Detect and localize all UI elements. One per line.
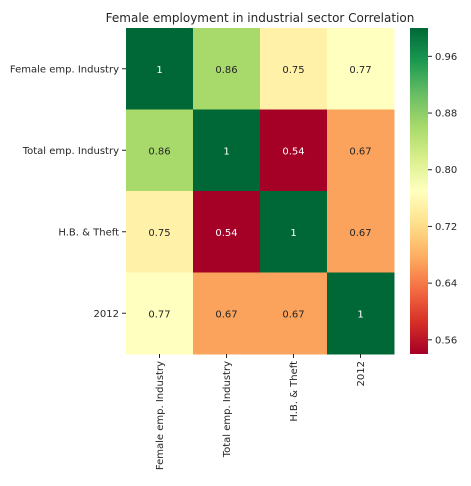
colorbar-tick-label: 0.72 (435, 222, 457, 233)
colorbar-tick-label: 0.64 (435, 279, 457, 290)
row-tick-label: Total emp. Industry (22, 146, 119, 157)
colorbar-ticks: 0.56 0.64 0.72 0.80 0.88 0.96 (428, 52, 457, 346)
cell-value-label: 0.86 (215, 65, 237, 76)
heatmap-cell (327, 28, 395, 110)
column-tick-label: Total emp. Industry (222, 361, 233, 458)
column-tick-label: Female emp. Industry (155, 361, 166, 470)
colorbar (410, 28, 428, 354)
cell-value-label: 0.67 (349, 228, 371, 239)
cell-value-label: 0.67 (215, 309, 237, 320)
cell-value-label: 0.77 (148, 309, 170, 320)
colorbar-tick-label: 0.88 (435, 109, 457, 120)
cell-value-label: 0.75 (282, 65, 304, 76)
cell-value-label: 0.54 (282, 146, 304, 157)
row-tick-labels: Female emp. Industry Total emp. Industry H… (10, 64, 126, 320)
heatmap-cell (126, 272, 194, 355)
heatmap-cell (327, 272, 395, 355)
colorbar-tick-label: 0.96 (435, 52, 457, 63)
colorbar-tick-label: 0.80 (435, 165, 457, 176)
colorbar-tick-label: 0.56 (435, 335, 457, 346)
heatmap-cell (193, 191, 261, 273)
cell-value-label: 0.67 (349, 146, 371, 157)
chart-title: Female employment in industrial sector C… (106, 11, 415, 25)
cell-value-label: 0.75 (148, 228, 170, 239)
row-tick-label: H.B. & Theft (58, 227, 119, 238)
heatmap-cell (327, 109, 395, 192)
heatmap-cell (126, 28, 194, 110)
cell-value-label: 1 (223, 146, 229, 157)
column-tick-label: 2012 (356, 361, 367, 386)
cell-value-label: 1 (156, 65, 162, 76)
cell-value-label: 1 (290, 228, 296, 239)
heatmap-cell (193, 28, 261, 110)
heatmap-cell (327, 191, 395, 273)
column-tick-labels: Female emp. Industry Total emp. Industry H… (155, 354, 367, 470)
column-tick-label: H.B. & Theft (289, 361, 300, 422)
heatmap-cell (193, 109, 261, 192)
heatmap-cell (126, 191, 194, 273)
row-tick-label: Female emp. Industry (10, 64, 119, 75)
heatmap-cell (260, 109, 328, 192)
heatmap-cell (126, 109, 194, 192)
cell-value-label: 0.77 (349, 65, 371, 76)
row-tick-label: 2012 (94, 309, 119, 320)
heatmap-cell (260, 191, 328, 273)
heatmap-cell (260, 28, 328, 110)
heatmap-cell (260, 272, 328, 355)
heatmap-cell (193, 272, 261, 355)
heatmap-cells: 1 0.86 0.75 0.77 0.86 1 0.54 0.67 0.75 0.54 1 0.67 0… (126, 28, 395, 355)
cell-value-label: 0.86 (148, 146, 170, 157)
cell-value-label: 0.67 (282, 309, 304, 320)
cell-value-label: 0.54 (215, 228, 237, 239)
cell-value-label: 1 (357, 309, 363, 320)
